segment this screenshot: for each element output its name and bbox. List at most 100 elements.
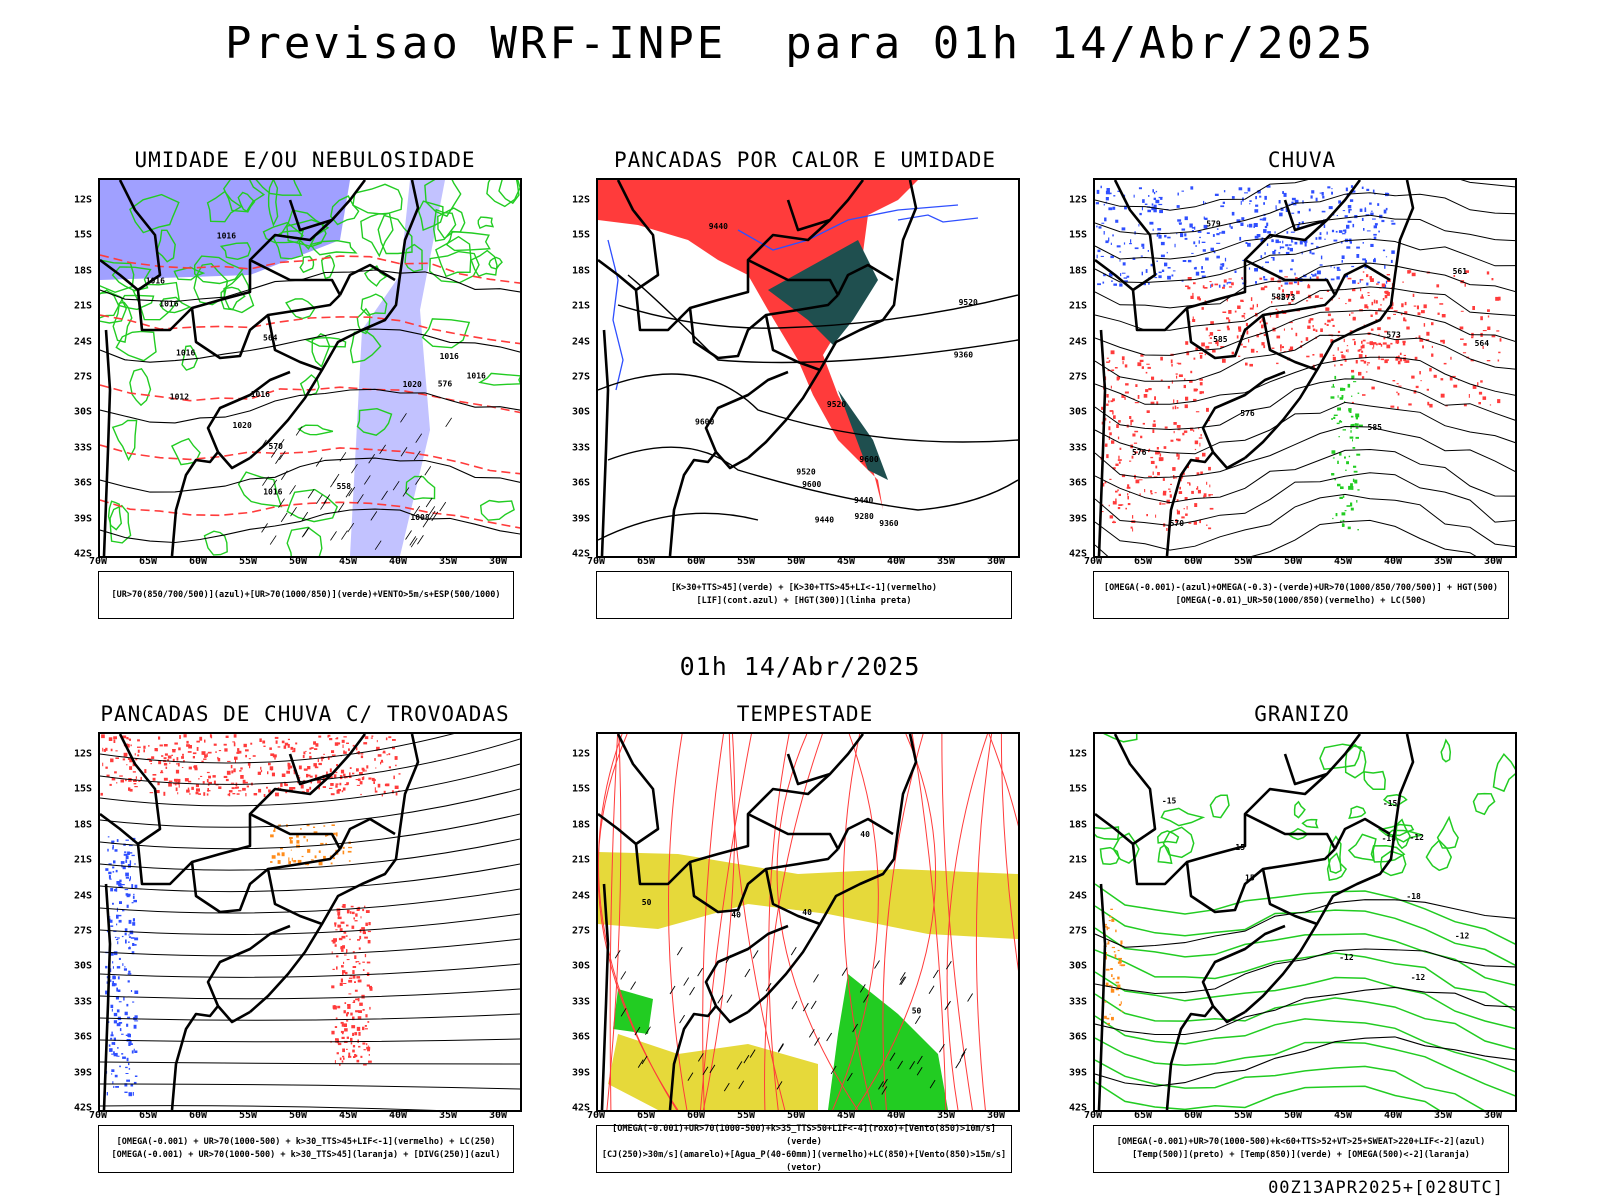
border-states-n (288, 753, 333, 786)
border-paraguay (688, 294, 839, 360)
latitude-tick: 36S (73, 1031, 92, 1043)
caption-line: [CJ(250)>30m/s](amarelo)+[Agua_P(40-60mm… (601, 1150, 1007, 1173)
latitude-tick: 12S (73, 748, 92, 760)
latitude-tick: 18S (571, 819, 590, 831)
latitude-tick: 39S (1068, 513, 1087, 525)
latitude-tick: 42S (73, 1102, 92, 1114)
longitude-tick: 45W (836, 556, 856, 567)
border-peru (1095, 258, 1134, 291)
longitude-axis: 70W 65W 60W 55W 50W 45W 40W 35W 30W (89, 556, 518, 570)
latitude-tick: 18S (1068, 819, 1087, 831)
longitude-tick: 60W (1183, 1110, 1203, 1121)
latitude-axis: 12S 15S 18S 21S 24S 27S 30S 33S 36S 39S 42S (556, 732, 590, 1114)
latitude-tick: 39S (1068, 1067, 1087, 1079)
latitude-tick: 42S (1068, 548, 1087, 560)
border-states-n (288, 199, 333, 232)
country-borders (598, 180, 918, 556)
longitude-tick: 50W (1283, 1110, 1303, 1121)
pressure-label: 1016 (440, 352, 459, 361)
latitude-tick: 30S (571, 406, 590, 418)
longitude-tick: 70W (586, 1110, 606, 1121)
height-label: 579 (1206, 220, 1221, 229)
border-bolivia-brazil (616, 734, 865, 886)
pressure-labels: 1016 1020 1016 1016 1016 1016 1016 1016 1012 1020… (146, 231, 486, 522)
height-label: 561 (1453, 267, 1468, 276)
border-uruguay (704, 370, 789, 470)
map-canvas: 585 585 582 579 576 573 570 564 561 573 576 (1095, 180, 1515, 556)
map-granizo: -12 -12 -12 -12 -15 -15 -18 -18 15 15 (1093, 732, 1517, 1112)
latitude-tick: 21S (73, 300, 92, 312)
longitude-tick: 40W (388, 556, 408, 567)
longitude-tick: 50W (786, 556, 806, 567)
latitude-tick: 15S (571, 783, 590, 795)
pressure-label: 570 (269, 442, 284, 451)
latitude-tick: 42S (571, 548, 590, 560)
pressure-label: 1016 (146, 277, 165, 286)
border-states-co (747, 812, 840, 850)
temp850-green-contours (1095, 734, 1515, 1110)
border-states-co (747, 258, 840, 296)
border-paraguay (190, 294, 341, 360)
border-states-s (764, 314, 821, 372)
run-stamp: 00Z13APR2025+[028UTC] (1268, 1178, 1504, 1198)
border-bolivia-brazil (1113, 734, 1362, 886)
latitude-tick: 30S (1068, 960, 1087, 972)
temperature-label: -18 (1406, 892, 1421, 901)
pressure-label: 1008 (410, 513, 429, 522)
thickness-red-dashed (100, 254, 520, 529)
longitude-axis: 70W 65W 60W 55W 50W 45W 40W 35W 30W (89, 1110, 518, 1124)
longitude-tick: 55W (238, 1110, 258, 1121)
map-pancadas-calor: 9600 9520 9600 9600 9520 9440 9440 9520 9360 9360… (596, 178, 1020, 558)
rain-red-dots-e (1351, 270, 1502, 410)
border-states-co (1244, 812, 1337, 850)
latitude-tick: 24S (73, 890, 92, 902)
pressure-label: 1016 (176, 349, 195, 358)
height-label: 573 (1281, 293, 1296, 302)
border-states-se (338, 263, 396, 296)
latitude-tick: 33S (1068, 996, 1087, 1008)
rain-red-dots-n (1185, 276, 1408, 368)
longitude-axis: 70W 65W 60W 55W 50W 45W 40W 35W 30W (587, 556, 1016, 570)
longitude-tick: 35W (936, 1110, 956, 1121)
longitude-tick: 50W (288, 556, 308, 567)
panel-title-pancadas-trovoadas: PANCADAS DE CHUVA C/ TROVOADAS (100, 702, 510, 726)
coastline-brazil (747, 180, 918, 459)
border-bolivia-brazil (118, 180, 367, 332)
latitude-tick: 24S (1068, 890, 1087, 902)
longitude-axis: 70W 65W 60W 55W 50W 45W 40W 35W 30W (1084, 556, 1513, 570)
longitude-tick: 45W (1333, 556, 1353, 567)
border-chile (1097, 329, 1107, 556)
border-peru (1095, 812, 1134, 845)
caption-line: [UR>70(850/700/500)](azul)+[UR>70(1000/8… (111, 589, 501, 600)
longitude-tick: 35W (1433, 1110, 1453, 1121)
latitude-tick: 24S (1068, 336, 1087, 348)
pressure-label: 576 (438, 379, 453, 388)
temperature-label: -15 (1383, 799, 1398, 808)
coastline-argentina (668, 451, 718, 556)
longitude-tick: 70W (88, 1110, 108, 1121)
height-label: 582 (1271, 292, 1286, 301)
rain-red-dots-s (1100, 350, 1214, 532)
longitude-tick: 65W (1133, 1110, 1153, 1121)
latitude-tick: 39S (73, 513, 92, 525)
longitude-tick: 55W (736, 556, 756, 567)
longitude-axis: 70W 65W 60W 55W 50W 45W 40W 35W 30W (1084, 1110, 1513, 1124)
latitude-tick: 33S (1068, 442, 1087, 454)
contour-label: 50 (642, 898, 652, 907)
latitude-tick: 36S (1068, 1031, 1087, 1043)
latitude-tick: 21S (73, 854, 92, 866)
border-states-s (1261, 314, 1318, 372)
height-label: 9440 (709, 222, 728, 231)
height-label: 9600 (695, 418, 714, 427)
height-label: 9280 (855, 512, 874, 521)
temperature-label: 15 (1245, 874, 1255, 883)
latitude-tick: 33S (73, 442, 92, 454)
border-uruguay (1201, 924, 1286, 1024)
coastline-brazil (1244, 180, 1415, 459)
border-states-se (1333, 817, 1391, 850)
temperature-label: -15 (1162, 797, 1177, 806)
longitude-tick: 60W (188, 1110, 208, 1121)
country-borders (100, 180, 420, 556)
border-states-s (266, 314, 323, 372)
